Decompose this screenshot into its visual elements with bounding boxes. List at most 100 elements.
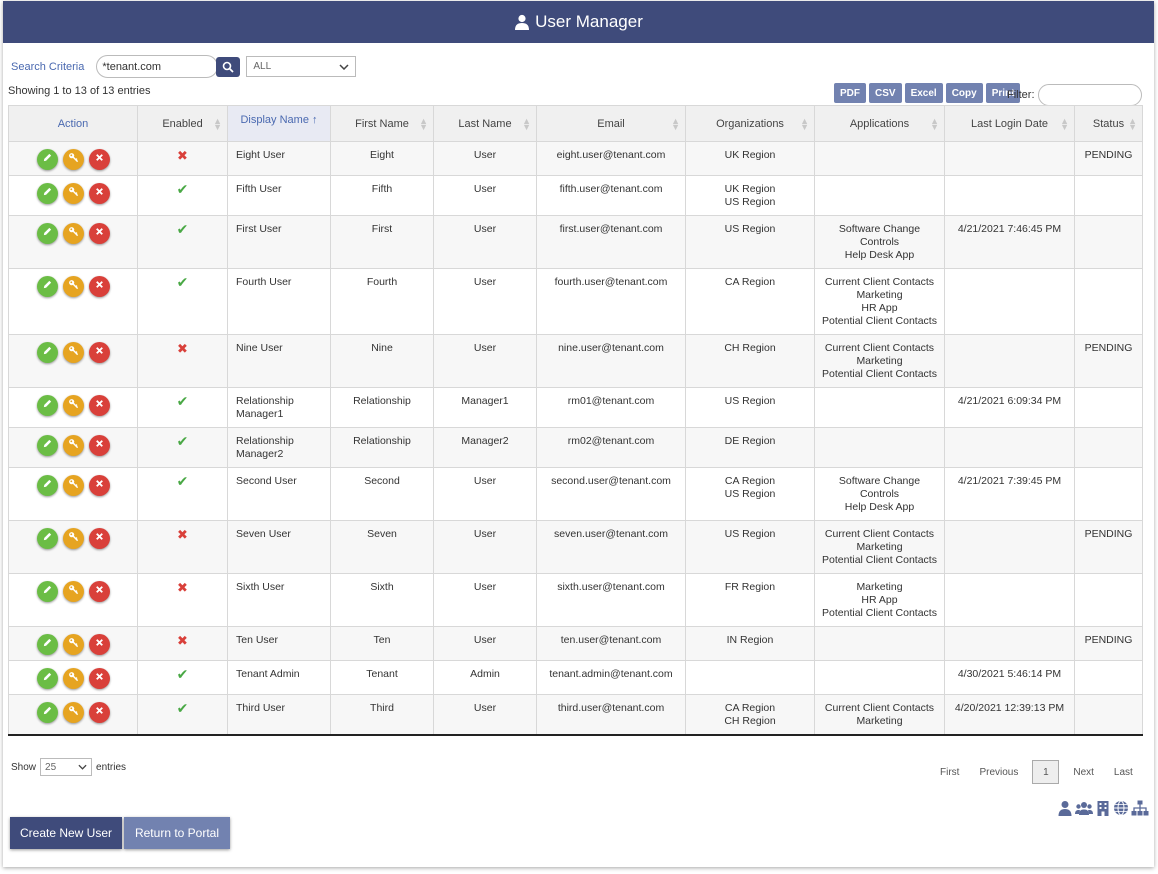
last-name-cell: User xyxy=(433,141,537,176)
action-cell xyxy=(8,467,138,521)
key-icon xyxy=(68,705,79,720)
export-excel-button[interactable]: Excel xyxy=(904,83,943,103)
column-header-last-login-date[interactable]: Last Login Date ▲ ▼ xyxy=(944,105,1075,142)
print-button[interactable]: Print xyxy=(985,83,1021,103)
reset-password-button[interactable] xyxy=(62,276,84,297)
status-cell xyxy=(1074,215,1143,269)
reset-password-button[interactable] xyxy=(62,475,84,496)
column-header-email[interactable]: Email ▲ ▼ xyxy=(536,105,686,142)
search-input[interactable] xyxy=(96,55,219,78)
reset-password-button[interactable] xyxy=(62,395,84,416)
pager-previous[interactable]: Previous xyxy=(979,766,1019,778)
edit-user-button[interactable] xyxy=(36,435,58,456)
application-item: Potential Client Contacts xyxy=(822,315,937,327)
key-icon xyxy=(68,531,79,546)
edit-user-button[interactable] xyxy=(36,668,58,689)
applications-cell: Current Client Contacts Marketing HR App Po… xyxy=(814,268,945,335)
building-icon[interactable] xyxy=(1095,800,1111,816)
display-name-cell: Third User xyxy=(227,694,331,736)
delete-user-button[interactable] xyxy=(88,223,110,244)
organization-item: CA Region xyxy=(724,276,776,288)
column-header-first-name[interactable]: First Name ▲ ▼ xyxy=(330,105,434,142)
sitemap-icon[interactable] xyxy=(1131,800,1149,816)
edit-user-button[interactable] xyxy=(36,475,58,496)
column-header-action: Action xyxy=(8,105,138,142)
application-item: Controls xyxy=(859,488,900,500)
delete-user-button[interactable] xyxy=(88,702,110,723)
delete-user-button[interactable] xyxy=(88,276,110,297)
last-name-cell: User xyxy=(433,334,537,388)
application-item: Potential Client Contacts xyxy=(822,607,937,619)
application-item: Help Desk App xyxy=(844,501,915,513)
delete-user-button[interactable] xyxy=(88,183,110,204)
column-header-organizations[interactable]: Organizations ▲ ▼ xyxy=(685,105,815,142)
delete-user-button[interactable] xyxy=(88,634,110,655)
pencil-icon xyxy=(42,398,53,413)
reset-password-button[interactable] xyxy=(62,634,84,655)
globe-icon[interactable] xyxy=(1113,800,1129,816)
pager-next[interactable]: Next xyxy=(1073,766,1094,778)
copy-button[interactable]: Copy xyxy=(945,83,983,103)
edit-user-button[interactable] xyxy=(36,702,58,723)
export-pdf-button[interactable]: PDF xyxy=(834,83,866,103)
delete-user-button[interactable] xyxy=(88,528,110,549)
page-length-select[interactable]: 25 xyxy=(40,758,93,776)
first-name-cell: Tenant xyxy=(330,660,434,695)
column-header-applications[interactable]: Applications ▲ ▼ xyxy=(814,105,945,142)
reset-password-button[interactable] xyxy=(62,702,84,723)
users-icon[interactable] xyxy=(1075,800,1093,816)
filter-input[interactable] xyxy=(1037,84,1142,106)
pencil-icon xyxy=(42,438,53,453)
application-item: Current Client Contacts xyxy=(824,342,935,354)
delete-user-button[interactable] xyxy=(88,342,110,363)
delete-user-button[interactable] xyxy=(88,475,110,496)
table-row: ✔ First User First User first.user@tenant.co… xyxy=(8,215,1143,269)
pager-last[interactable]: Last xyxy=(1113,766,1133,778)
export-csv-button[interactable]: CSV xyxy=(869,83,902,103)
organizations-cell: CA Region US Region xyxy=(685,467,815,521)
reset-password-button[interactable] xyxy=(62,342,84,363)
edit-user-button[interactable] xyxy=(36,528,58,549)
delete-user-button[interactable] xyxy=(88,435,110,456)
cross-icon: ✖ xyxy=(177,341,188,356)
column-header-status[interactable]: Status ▲ ▼ xyxy=(1074,105,1143,142)
reset-password-button[interactable] xyxy=(62,668,84,689)
column-header-enabled[interactable]: Enabled ▲ ▼ xyxy=(137,105,228,142)
page-length-value: 25 xyxy=(45,761,57,773)
edit-user-button[interactable] xyxy=(36,342,58,363)
user-icon[interactable] xyxy=(1057,800,1073,816)
reset-password-button[interactable] xyxy=(62,223,84,244)
check-icon: ✔ xyxy=(176,666,189,682)
edit-user-button[interactable] xyxy=(36,149,58,170)
close-icon xyxy=(94,152,105,167)
reset-password-button[interactable] xyxy=(62,183,84,204)
edit-user-button[interactable] xyxy=(36,276,58,297)
edit-user-button[interactable] xyxy=(36,183,58,204)
pager-current-page[interactable]: 1 xyxy=(1032,760,1060,784)
pager-first[interactable]: First xyxy=(940,766,960,778)
delete-user-button[interactable] xyxy=(88,149,110,170)
column-header-last-name[interactable]: Last Name ▲ ▼ xyxy=(433,105,537,142)
create-new-user-button[interactable]: Create New User xyxy=(10,817,122,849)
edit-user-button[interactable] xyxy=(36,634,58,655)
check-icon: ✔ xyxy=(176,221,189,237)
return-to-portal-button[interactable]: Return to Portal xyxy=(124,817,230,849)
scope-select[interactable]: ALL xyxy=(246,56,357,77)
reset-password-button[interactable] xyxy=(62,528,84,549)
edit-user-button[interactable] xyxy=(36,581,58,602)
reset-password-button[interactable] xyxy=(62,149,84,170)
edit-user-button[interactable] xyxy=(36,395,58,416)
delete-user-button[interactable] xyxy=(88,395,110,416)
first-name-cell: Relationship xyxy=(330,387,434,428)
delete-user-button[interactable] xyxy=(88,581,110,602)
email-cell: sixth.user@tenant.com xyxy=(536,573,686,627)
table-row: ✖ Seven User Seven User seven.user@tenant.co… xyxy=(8,520,1143,574)
edit-user-button[interactable] xyxy=(36,223,58,244)
last-login-cell xyxy=(944,427,1075,468)
search-button[interactable] xyxy=(216,56,241,77)
delete-user-button[interactable] xyxy=(88,668,110,689)
reset-password-button[interactable] xyxy=(62,581,84,602)
reset-password-button[interactable] xyxy=(62,435,84,456)
first-name-cell: Third xyxy=(330,694,434,736)
column-header-display-name[interactable]: Display Name ↑ xyxy=(227,105,331,142)
